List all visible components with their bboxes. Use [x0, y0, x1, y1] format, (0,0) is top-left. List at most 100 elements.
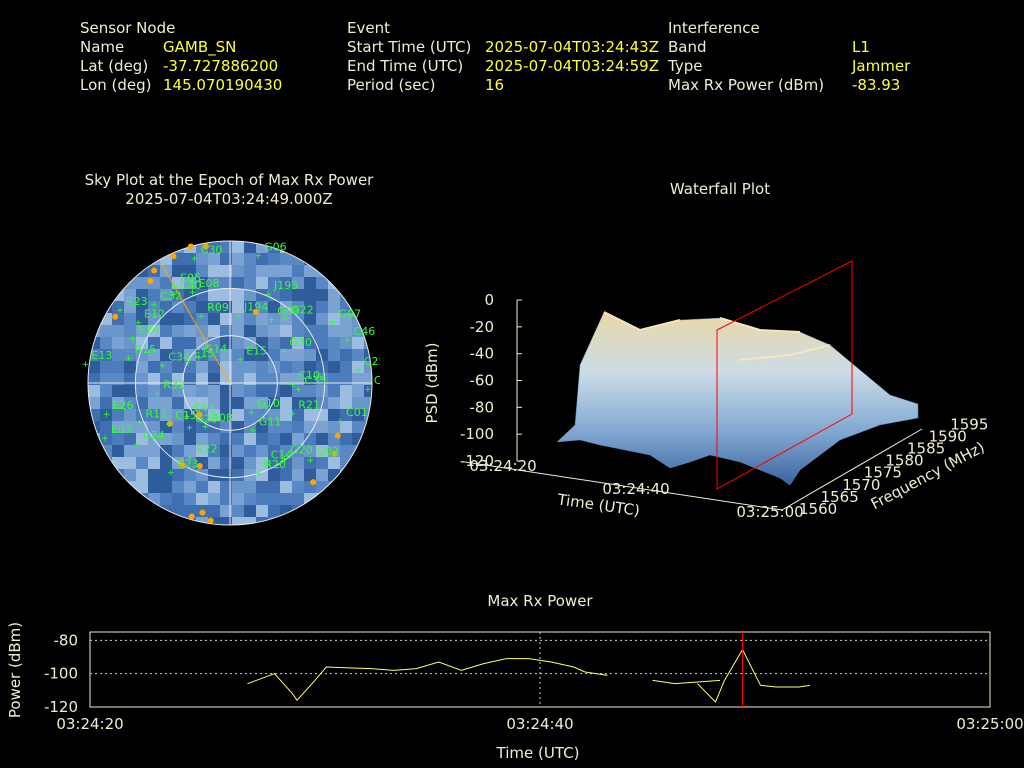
skyplot-satellite-label: C23 — [177, 457, 199, 470]
skyplot-heatmap-cell — [244, 325, 256, 337]
waterfall-psd-tick-label: 0 — [484, 291, 494, 309]
skyplot-heatmap-cell — [160, 433, 172, 445]
maxrx-x-axis-label: Time (UTC) — [496, 744, 580, 762]
skyplot-heatmap-cell — [196, 253, 208, 265]
skyplot-heatmap-cell — [184, 265, 196, 277]
skyplot-heatmap-cell — [268, 469, 280, 481]
skyplot-heatmap-cell — [292, 277, 304, 289]
skyplot-heatmap-cell — [208, 385, 220, 397]
skyplot-heatmap-cell — [100, 265, 112, 277]
skyplot-heatmap-cell — [256, 445, 268, 457]
skyplot-heatmap-cell — [112, 517, 124, 525]
skyplot-heatmap-cell — [136, 253, 148, 265]
skyplot-heatmap-cell — [328, 289, 340, 301]
skyplot-heatmap-cell — [208, 457, 220, 469]
skyplot-satellite-label: G07 — [339, 307, 362, 320]
skyplot-satellite-label: E13 — [91, 349, 112, 362]
waterfall-frequency-tick-label: 1595 — [950, 415, 988, 433]
skyplot-satellite-label: R23 — [126, 295, 148, 308]
skyplot-heatmap-cell — [88, 253, 100, 265]
interference-title: Interference — [668, 19, 760, 37]
skyplot-heatmap-cell — [100, 433, 112, 445]
skyplot-satellite-marker: + — [184, 412, 192, 422]
skyplot-heatmap-cell — [328, 385, 340, 397]
skyplot-heatmap-cell — [352, 421, 364, 433]
skyplot-heatmap-cell — [148, 457, 160, 469]
skyplot-heatmap-cell — [304, 361, 316, 373]
skyplot-heatmap-cell — [208, 517, 220, 525]
skyplot-satellite-marker: + — [170, 290, 178, 300]
skyplot-heatmap-cell — [220, 265, 232, 277]
maxrx-y-tick-label: -80 — [54, 631, 79, 649]
skyplot-heatmap-cell — [88, 241, 100, 253]
skyplot-heatmap-cell — [316, 433, 328, 445]
skyplot-satellite-marker: + — [249, 426, 257, 436]
skyplot-heatmap-cell — [184, 433, 196, 445]
skyplot-heatmap-cell — [292, 517, 304, 525]
skyplot-heatmap-cell — [208, 373, 220, 385]
skyplot-satellite-marker: + — [133, 440, 141, 450]
skyplot-heatmap-cell — [292, 337, 304, 349]
skyplot-heatmap-cell — [352, 505, 364, 517]
skyplot-heatmap-cell — [100, 241, 112, 253]
skyplot-heatmap-cell — [160, 277, 172, 289]
skyplot-interference-point — [179, 461, 186, 468]
waterfall-title: Waterfall Plot — [669, 180, 771, 198]
maxrx-title: Max Rx Power — [487, 592, 593, 610]
skyplot-heatmap-cell — [112, 397, 124, 409]
skyplot-heatmap-cell — [268, 313, 280, 325]
skyplot-satellite-label: R20 — [264, 458, 286, 471]
skyplot-heatmap-cell — [328, 301, 340, 313]
skyplot-heatmap-cell — [112, 349, 124, 361]
skyplot-heatmap-cell — [316, 505, 328, 517]
skyplot-heatmap-cell — [244, 313, 256, 325]
skyplot-heatmap-cell — [328, 361, 340, 373]
skyplot-heatmap-cell — [172, 337, 184, 349]
skyplot-heatmap-cell — [100, 325, 112, 337]
skyplot-heatmap-cell — [328, 421, 340, 433]
skyplot-heatmap-cell — [112, 505, 124, 517]
skyplot-heatmap-cell — [340, 241, 352, 253]
skyplot-satellite-label: R15 — [134, 343, 156, 356]
skyplot-satellite-label: C46 — [354, 325, 376, 338]
skyplot-heatmap-cell — [256, 433, 268, 445]
skyplot-heatmap-cell — [340, 361, 352, 373]
skyplot-heatmap-cell — [136, 457, 148, 469]
skyplot-heatmap-cell — [208, 445, 220, 457]
skyplot-heatmap-cell — [256, 361, 268, 373]
skyplot-heatmap-cell — [232, 277, 244, 289]
waterfall-surface — [556, 311, 919, 486]
skyplot-satellite-marker: + — [295, 385, 303, 395]
skyplot-heatmap-cell — [328, 481, 340, 493]
skyplot-heatmap-cell — [364, 385, 372, 397]
skyplot-heatmap-cell — [184, 445, 196, 457]
skyplot-heatmap-cell — [292, 349, 304, 361]
skyplot-heatmap-cell — [316, 517, 328, 525]
skyplot-heatmap-cell — [232, 433, 244, 445]
waterfall-psd-tick-label: -120 — [460, 452, 494, 470]
skyplot-heatmap-cell — [196, 313, 208, 325]
skyplot-heatmap-cell — [136, 277, 148, 289]
skyplot-heatmap-cell — [244, 241, 256, 253]
skyplot-heatmap-cell — [148, 421, 160, 433]
skyplot-heatmap-cell — [172, 409, 184, 421]
skyplot-heatmap-cell — [256, 349, 268, 361]
skyplot-heatmap-cell — [328, 277, 340, 289]
skyplot-heatmap-cell — [340, 313, 352, 325]
skyplot-heatmap-cell — [136, 373, 148, 385]
skyplot-heatmap-cell — [352, 241, 364, 253]
skyplot-heatmap-cell — [196, 301, 208, 313]
skyplot-satellite-marker: + — [267, 315, 275, 325]
skyplot-heatmap-cell — [340, 337, 352, 349]
skyplot-heatmap-cell — [124, 301, 136, 313]
skyplot-heatmap-cell — [256, 253, 268, 265]
skyplot-heatmap-cell — [88, 517, 100, 525]
skyplot-interference-point — [202, 243, 209, 250]
skyplot-satellite-label: E12 — [144, 307, 165, 320]
skyplot-heatmap-cell — [244, 457, 256, 469]
skyplot-satellite-label: C15 — [175, 409, 197, 422]
skyplot-heatmap-cell — [124, 241, 136, 253]
skyplot-heatmap-cell — [340, 517, 352, 525]
skyplot-heatmap-cell — [184, 469, 196, 481]
skyplot-satellite-label: G30 — [289, 336, 312, 349]
